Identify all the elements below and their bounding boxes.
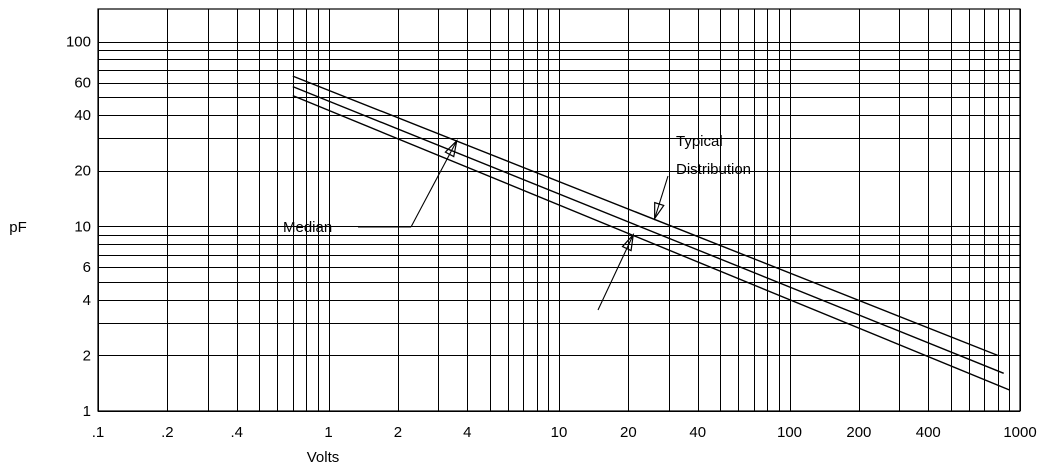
y-tick-label: 100 xyxy=(66,34,91,51)
x-tick-label: .2 xyxy=(161,424,174,441)
y-tick-label: 6 xyxy=(83,259,91,276)
y-tick-label: 4 xyxy=(83,292,91,309)
series-line-3 xyxy=(292,94,1010,391)
x-axis-tick-labels: .1 .2 .4 1 2 4 10 20 40 100 200 400 1000 xyxy=(92,424,1037,441)
y-tick-label: 20 xyxy=(74,163,91,180)
x-tick-label: .4 xyxy=(231,424,244,441)
x-tick-label: 40 xyxy=(689,424,706,441)
typical-arrow-arrowhead xyxy=(654,201,665,221)
median-arrow-shaft xyxy=(410,140,458,228)
lower-arrow-arrowhead xyxy=(621,232,635,252)
y-tick-label: 2 xyxy=(83,347,91,364)
median-label: Median xyxy=(283,219,332,236)
typical-label: Typical xyxy=(676,133,723,150)
y-tick-label: 1 xyxy=(83,403,91,420)
y-tick-label: 60 xyxy=(74,75,91,92)
x-axis-title: Volts xyxy=(307,449,340,465)
series-line-1 xyxy=(292,75,998,357)
distribution-label: Distribution xyxy=(676,161,751,178)
y-axis-title: pF xyxy=(9,219,27,236)
annotations: Median Typical Distribution xyxy=(283,133,751,311)
y-tick-label: 40 xyxy=(74,107,91,124)
x-tick-label: 20 xyxy=(620,424,637,441)
typical-arrow-shaft xyxy=(654,175,669,219)
x-tick-label: 2 xyxy=(394,424,402,441)
x-tick-label: 100 xyxy=(777,424,802,441)
lower-arrow-shaft xyxy=(597,234,634,311)
x-tick-label: 400 xyxy=(916,424,941,441)
x-tick-label: .1 xyxy=(92,424,105,441)
grid xyxy=(97,8,1021,412)
series-line-2 xyxy=(292,85,1004,374)
x-tick-label: 4 xyxy=(463,424,471,441)
y-axis-tick-labels: 1 2 4 6 10 20 40 60 100 xyxy=(66,34,91,420)
y-tick-label: 10 xyxy=(74,218,91,235)
series-lines xyxy=(292,75,1010,391)
x-tick-label: 10 xyxy=(551,424,568,441)
x-tick-label: 1 xyxy=(324,424,332,441)
median-arrow-arrowhead xyxy=(444,139,458,158)
x-tick-label: 200 xyxy=(846,424,871,441)
x-tick-label: 1000 xyxy=(1003,424,1036,441)
